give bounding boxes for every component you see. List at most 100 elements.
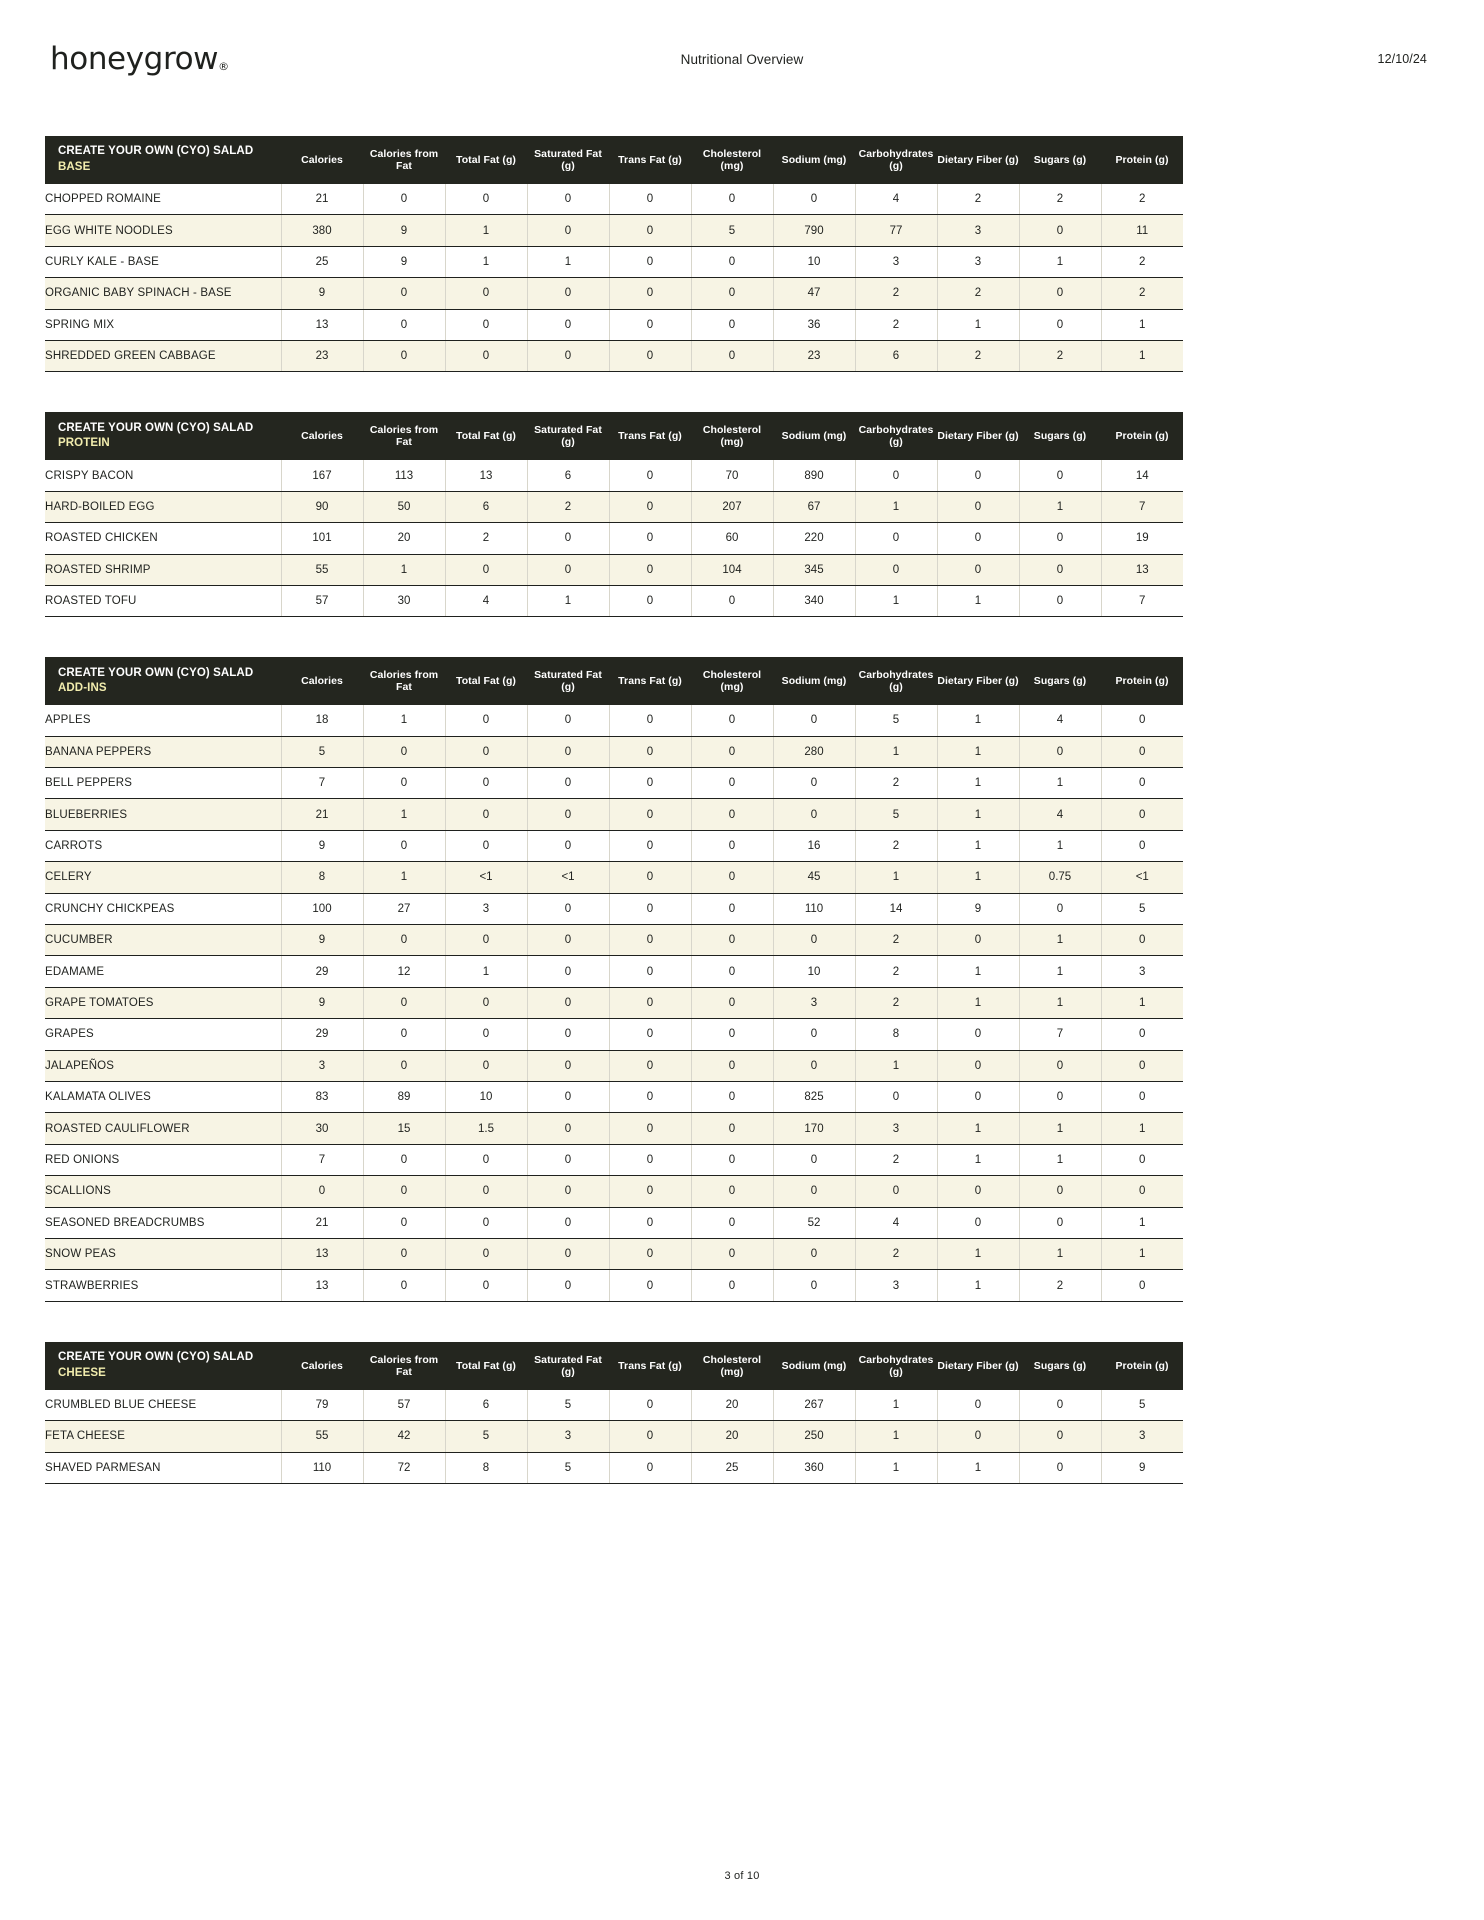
section-title-primary: CREATE YOUR OWN (CYO) SALAD	[58, 1351, 254, 1364]
nutrient-value: 345	[773, 554, 856, 586]
item-name: CELERY	[45, 861, 282, 894]
nutrient-value: 2	[855, 830, 938, 863]
nutrient-value: 3	[445, 893, 528, 926]
item-name: SCALLIONS	[45, 1175, 282, 1208]
nutrient-value: 1	[1019, 830, 1102, 863]
nutrient-value: 0	[609, 214, 692, 247]
nutrient-value: 9	[937, 893, 1020, 926]
nutrient-value: 0	[937, 1175, 1020, 1208]
nutrient-value: 0	[691, 861, 774, 894]
column-header: Calories	[281, 136, 363, 184]
nutrient-value: 1	[937, 798, 1020, 831]
nutrient-value: 2	[1019, 184, 1102, 216]
nutrient-value: 1	[1019, 767, 1102, 800]
nutrient-value: 5	[855, 798, 938, 831]
nutrient-value: 0	[691, 309, 774, 341]
section-title-category: ADD-INS	[58, 682, 107, 695]
nutrient-value: 0	[609, 277, 692, 310]
item-name: CURLY KALE - BASE	[45, 246, 282, 279]
nutrient-value: 0	[363, 987, 446, 1020]
nutrient-value: 0	[773, 1238, 856, 1271]
item-name: SPRING MIX	[45, 309, 282, 341]
nutrient-value: 1	[937, 1112, 1020, 1145]
nutrient-value: 0	[527, 736, 610, 769]
nutrient-value: 0	[281, 1175, 364, 1208]
nutrient-value: 0	[445, 705, 528, 737]
table-row: SCALLIONS 0 0 0 0 0 0 0 0 0 0 0	[45, 1175, 1183, 1208]
nutrient-value: 90	[281, 491, 364, 524]
nutrient-value: 57	[363, 1389, 446, 1422]
nutrient-value: 7	[1101, 585, 1183, 618]
nutrient-value: 0	[773, 1050, 856, 1082]
nutrient-value: 1	[1019, 1144, 1102, 1177]
section-title-primary: CREATE YOUR OWN (CYO) SALAD	[58, 421, 254, 434]
nutrient-value: 7	[1019, 1018, 1102, 1051]
nutrient-value: 2	[855, 924, 938, 957]
nutrient-value: 0	[363, 1207, 446, 1239]
nutrient-value: 5	[691, 214, 774, 247]
nutrient-value: 2	[1101, 277, 1183, 310]
nutrient-value: 0	[609, 522, 692, 555]
nutrient-value: 0	[445, 736, 528, 769]
nutrient-value: 0	[609, 1269, 692, 1302]
table-row: ROASTED CAULIFLOWER 30 15 1.5 0 0 0 170 3 1 1 1	[45, 1112, 1183, 1145]
nutrient-value: 0	[691, 924, 774, 957]
nutrient-value: 20	[691, 1389, 774, 1422]
nutrient-value: 1	[1101, 340, 1183, 373]
nutrient-value: 0	[445, 830, 528, 863]
nutrient-value: 0	[527, 924, 610, 957]
column-header: Dietary Fiber (g)	[937, 136, 1019, 184]
nutrient-value: 1	[855, 585, 938, 618]
nutrient-value: 1	[937, 1269, 1020, 1302]
nutrient-value: 0	[445, 340, 528, 373]
item-name: SNOW PEAS	[45, 1238, 282, 1271]
column-header: Carbohydrates (g)	[855, 412, 937, 461]
table-row: CURLY KALE - BASE 25 9 1 1 0 0 10 3 3 1 2	[45, 246, 1183, 279]
nutrient-value: 0	[609, 1420, 692, 1453]
nutrient-value: 0	[363, 1050, 446, 1082]
nutrient-value: 0	[691, 1207, 774, 1239]
nutrient-value: 8	[281, 861, 364, 894]
nutrient-value: 1	[1101, 309, 1183, 341]
table-row: EGG WHITE NOODLES 380 9 1 0 0 5 790 77 3 0 11	[45, 214, 1183, 247]
nutrient-value: 0	[609, 554, 692, 586]
table-row: ORGANIC BABY SPINACH - BASE 9 0 0 0 0 0 47 2 2 0 2	[45, 277, 1183, 310]
table-header-row: CREATE YOUR OWN (CYO) SALAD ADD-INS Calori…	[45, 657, 1183, 706]
nutrient-value: 4	[1019, 798, 1102, 831]
nutrient-value: 29	[281, 1018, 364, 1051]
nutrient-value: 0	[363, 340, 446, 373]
nutrient-value: 0	[445, 1175, 528, 1208]
column-header: Calories from Fat	[363, 657, 445, 706]
nutrient-value: 1	[937, 767, 1020, 800]
item-name: SEASONED BREADCRUMBS	[45, 1207, 282, 1239]
nutrient-value: 2	[1101, 184, 1183, 216]
nutrient-value: 0	[609, 309, 692, 341]
nutrient-value: 4	[855, 1207, 938, 1239]
nutrient-value: 1	[855, 861, 938, 894]
nutrient-value: 5	[527, 1452, 610, 1484]
nutrient-value: 12	[363, 955, 446, 988]
nutrient-value: 0	[691, 705, 774, 737]
nutrient-value: 0	[527, 798, 610, 831]
nutrient-value: 9	[363, 214, 446, 247]
nutrient-value: 0	[527, 184, 610, 216]
column-header: Sugars (g)	[1019, 657, 1101, 706]
nutrient-value: 340	[773, 585, 856, 618]
nutrient-value: 1	[937, 585, 1020, 618]
nutrient-value: 5	[527, 1389, 610, 1422]
nutrient-value: 0	[363, 924, 446, 957]
column-header: Calories	[281, 1341, 363, 1390]
nutrient-value: 0	[609, 798, 692, 831]
table-row: FETA CHEESE 55 42 5 3 0 20 250 1 0 0 3	[45, 1420, 1183, 1453]
nutrient-value: 70	[691, 460, 774, 492]
nutrient-value: 50	[363, 491, 446, 524]
nutrient-value: 0	[1101, 1269, 1183, 1302]
nutrient-value: 2	[855, 309, 938, 341]
tables-container: CREATE YOUR OWN (CYO) SALAD BASE Calories C…	[45, 136, 1439, 1484]
column-header: Protein (g)	[1101, 657, 1183, 706]
section-title-primary: CREATE YOUR OWN (CYO) SALAD	[58, 666, 254, 679]
nutrient-value: 113	[363, 460, 446, 492]
nutrient-value: 0	[527, 522, 610, 555]
nutrient-value: 1	[937, 705, 1020, 737]
